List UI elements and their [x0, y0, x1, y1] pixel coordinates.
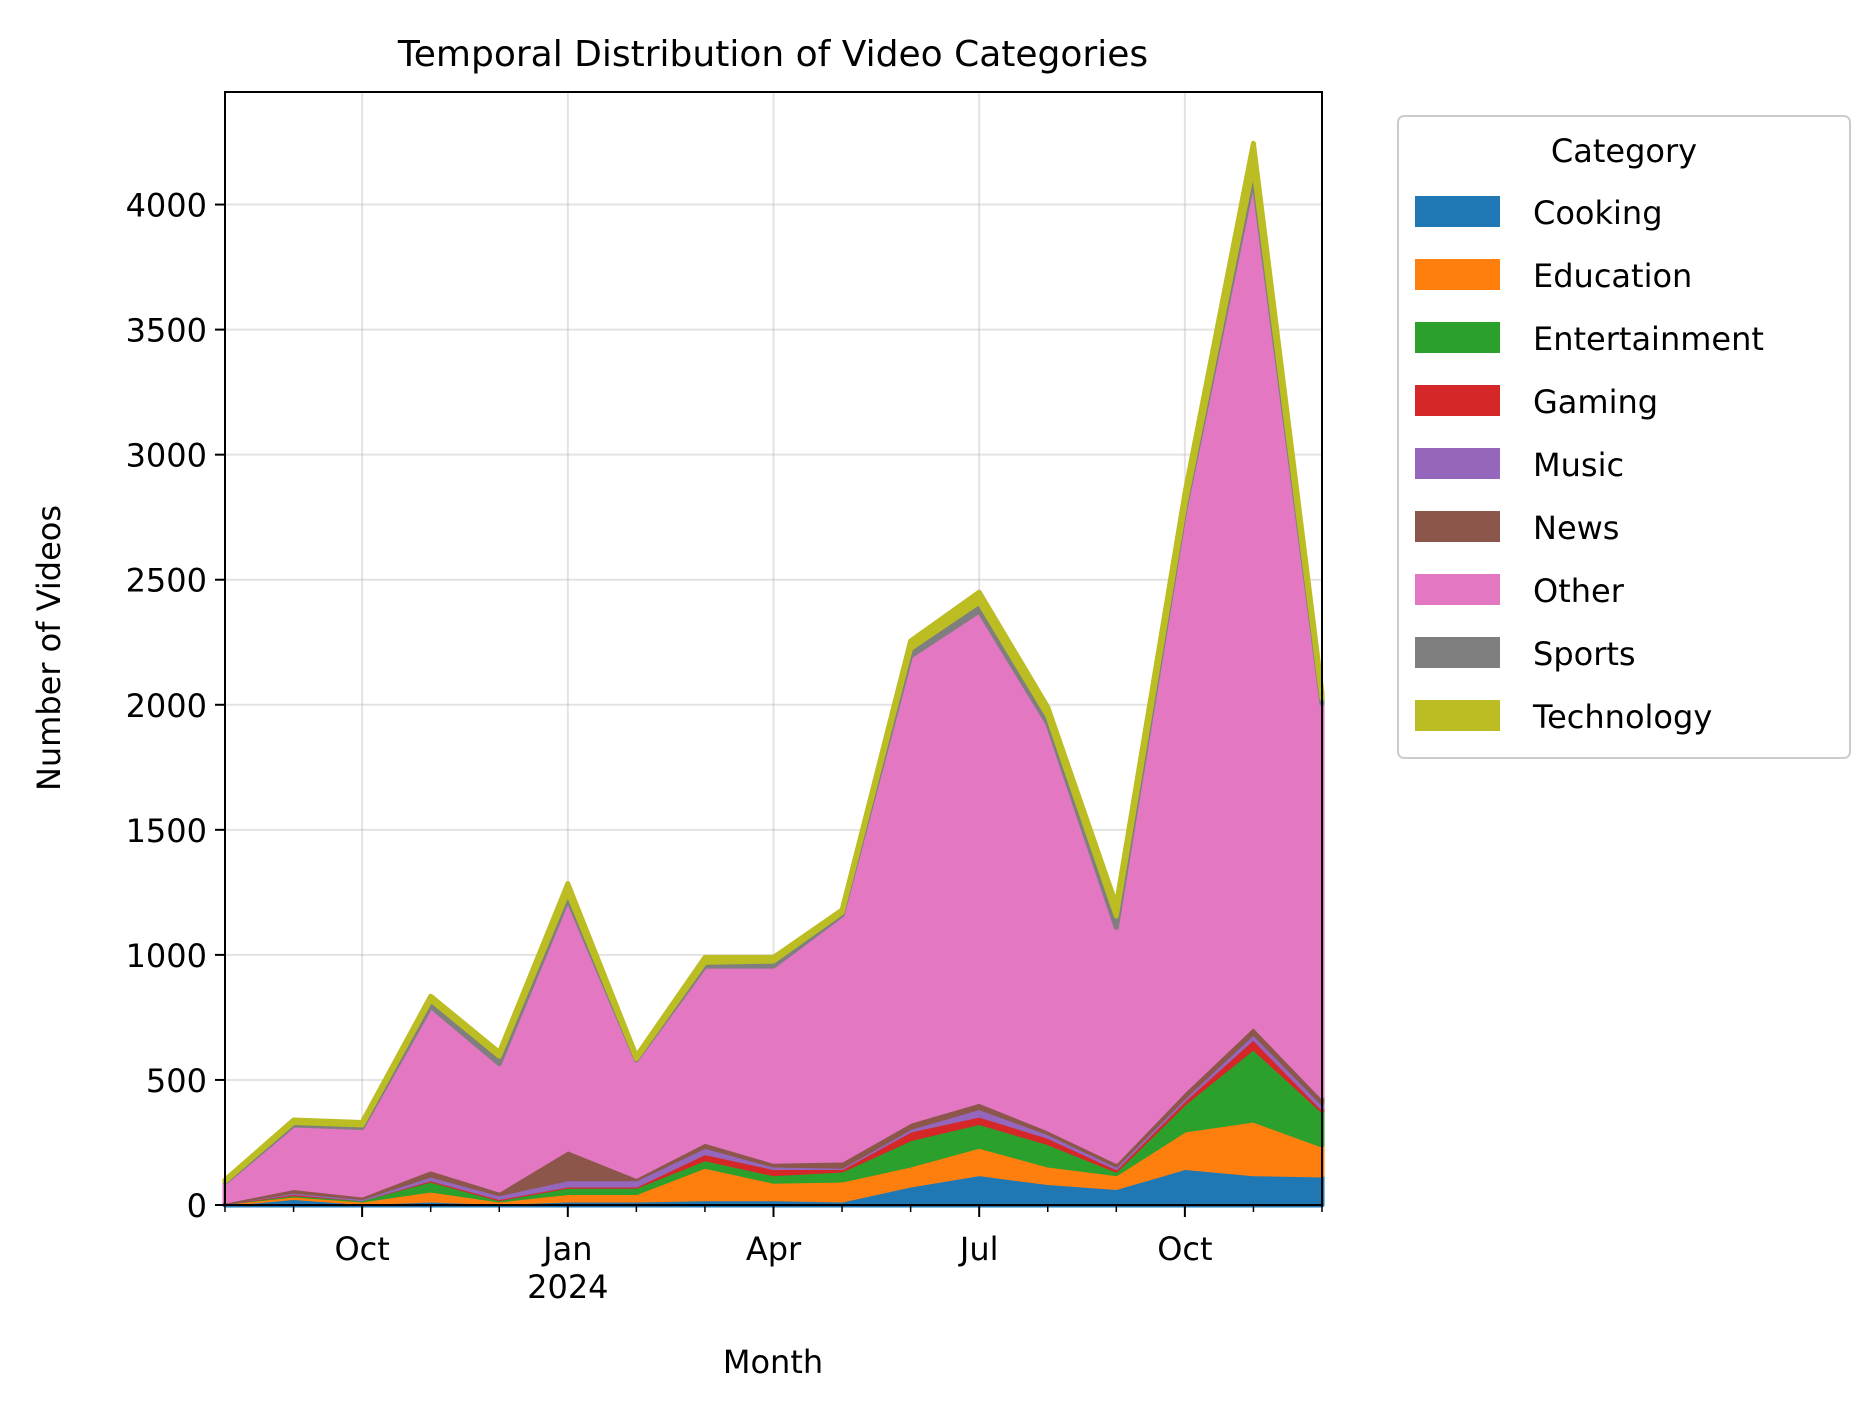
- legend-item-music[interactable]: Music: [1415, 446, 1624, 484]
- legend-item-sports[interactable]: Sports: [1415, 635, 1636, 673]
- legend-item-entertainment[interactable]: Entertainment: [1415, 320, 1764, 358]
- x-tick-label: Jan 2024: [527, 1230, 608, 1306]
- legend-swatch: [1415, 574, 1500, 605]
- legend-item-education[interactable]: Education: [1415, 257, 1692, 295]
- legend-swatch: [1415, 322, 1500, 353]
- x-tick-label: Apr: [746, 1230, 802, 1268]
- legend-label: Cooking: [1533, 194, 1663, 232]
- legend-swatch: [1415, 637, 1500, 668]
- y-axis-label: Number of Videos: [30, 505, 68, 791]
- y-tick-label: 2500: [126, 562, 207, 600]
- legend-label: Sports: [1533, 635, 1636, 673]
- x-axis-label: Month: [723, 1343, 823, 1381]
- y-tick-label: 500: [146, 1062, 207, 1100]
- legend-label: Education: [1533, 257, 1692, 295]
- legend-swatch: [1415, 259, 1500, 290]
- legend-label: Technology: [1532, 698, 1712, 736]
- legend-label: News: [1533, 509, 1619, 547]
- y-tick-label: 3500: [126, 312, 207, 350]
- legend-item-news[interactable]: News: [1415, 509, 1619, 547]
- legend-item-cooking[interactable]: Cooking: [1415, 194, 1663, 232]
- y-tick-label: 4000: [126, 187, 207, 225]
- legend-box: [1397, 115, 1851, 759]
- legend-swatch: [1415, 196, 1500, 227]
- legend-label: Entertainment: [1533, 320, 1764, 358]
- legend[interactable]: Category Cooking Education Entertainment Ga…: [1397, 115, 1851, 759]
- legend-swatch: [1415, 385, 1500, 416]
- y-tick-label: 2000: [126, 687, 207, 725]
- legend-item-gaming[interactable]: Gaming: [1415, 383, 1658, 421]
- legend-item-other[interactable]: Other: [1415, 572, 1625, 610]
- legend-title: Category: [1551, 132, 1697, 170]
- legend-label: Gaming: [1533, 383, 1658, 421]
- legend-swatch: [1415, 448, 1500, 479]
- tick-layer: 0 500 1000 1500 2000 2500 3000 3500 4000 Oct Jan 20…: [126, 187, 1323, 1306]
- legend-swatch: [1415, 511, 1500, 542]
- chart-title: Temporal Distribution of Video Categorie…: [397, 34, 1148, 75]
- legend-swatch: [1415, 700, 1500, 731]
- x-tick-label: Oct: [1157, 1230, 1212, 1268]
- legend-label: Other: [1533, 572, 1625, 610]
- legend-items: Cooking Education Entertainment Gaming Music…: [1415, 194, 1764, 736]
- y-tick-label: 3000: [126, 437, 207, 475]
- y-tick-label: 0: [187, 1187, 207, 1225]
- x-tick-label: Oct: [334, 1230, 389, 1268]
- legend-label: Music: [1533, 446, 1624, 484]
- y-tick-label: 1500: [126, 812, 207, 850]
- y-tick-label: 1000: [126, 937, 207, 975]
- x-tick-label: Jul: [958, 1230, 999, 1268]
- legend-item-technology[interactable]: Technology: [1415, 698, 1712, 736]
